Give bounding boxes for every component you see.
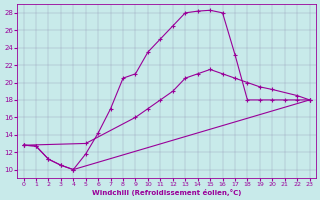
X-axis label: Windchill (Refroidissement éolien,°C): Windchill (Refroidissement éolien,°C) xyxy=(92,189,241,196)
